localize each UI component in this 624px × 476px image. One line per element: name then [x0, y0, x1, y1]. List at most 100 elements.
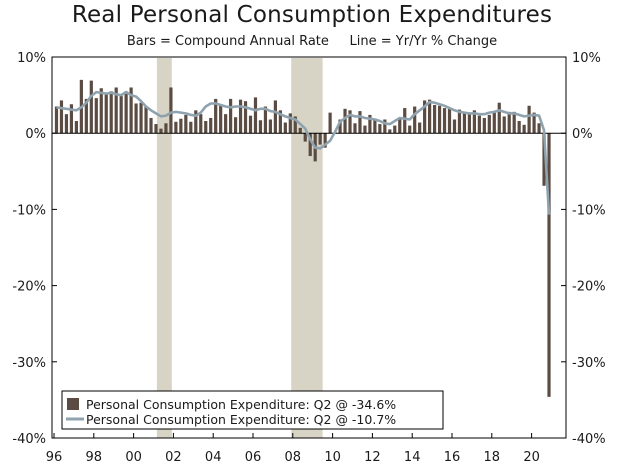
y-tick-label-left: 0%: [25, 127, 46, 142]
bar-q67: [383, 119, 387, 134]
bar-q32: [209, 117, 213, 134]
bar-q20: [149, 117, 153, 134]
bar-q3: [64, 114, 69, 134]
bar-q48: [288, 113, 292, 134]
bar-q5: [74, 121, 78, 134]
bar-q46: [278, 110, 282, 134]
bar-q50: [298, 127, 302, 134]
bar-q45: [273, 100, 277, 134]
bar-q52: [308, 133, 312, 157]
bar-q21: [154, 124, 158, 134]
x-tick-label: 14: [404, 450, 421, 465]
bar-q68: [388, 129, 392, 134]
bar-q36: [229, 98, 233, 134]
bar-q39: [243, 101, 248, 134]
bar-q44: [268, 119, 273, 134]
bar-q42: [258, 120, 263, 134]
bar-q41: [253, 97, 258, 134]
bar-q80: [447, 108, 452, 134]
bar-q22: [159, 128, 163, 134]
bar-q76: [428, 99, 432, 134]
bar-q71: [403, 108, 407, 134]
bar-q14: [119, 95, 123, 134]
recession-band-1: [156, 58, 172, 438]
y-tick-label-right: -40%: [572, 432, 606, 447]
bar-q15: [124, 91, 128, 134]
bar-q25: [174, 121, 178, 134]
bar-q63: [363, 125, 367, 134]
y-tick-label-right: 10%: [572, 51, 601, 66]
bar-q43: [263, 106, 268, 134]
bar-q62: [358, 111, 362, 134]
bar-q75: [423, 100, 427, 134]
bar-q81: [452, 119, 457, 134]
bar-q12: [109, 91, 113, 134]
y-tick-label-left: -40%: [12, 432, 46, 447]
y-tick-label-right: -30%: [572, 356, 606, 371]
bar-q69: [393, 125, 397, 134]
legend-label-line: Personal Consumption Expenditure: Q2 @ -…: [86, 412, 396, 427]
bar-q51: [303, 133, 307, 142]
bar-q55: [323, 133, 327, 148]
bar-q27: [184, 114, 188, 134]
bar-q90: [497, 102, 501, 134]
bar-q49: [293, 116, 297, 134]
bar-q30: [199, 114, 203, 134]
bar-q9: [94, 98, 98, 134]
bar-q1: [54, 106, 59, 134]
legend-label-bar: Personal Consumption Expenditure: Q2 @ -…: [86, 397, 396, 412]
bar-q94: [517, 121, 521, 134]
bar-q40: [248, 115, 253, 134]
bar-q99: [542, 133, 546, 186]
bar-q10: [99, 88, 103, 134]
bar-q31: [204, 121, 208, 134]
bar-q93: [512, 111, 516, 134]
bar-q87: [482, 117, 486, 134]
bar-q100: [547, 133, 551, 397]
x-tick-label: 10: [324, 450, 341, 465]
bar-q89: [492, 111, 496, 134]
plot-frame: [51, 56, 567, 439]
bar-q92: [507, 111, 511, 134]
bar-q38: [238, 99, 243, 134]
y-tick-label-right: 0%: [572, 127, 593, 142]
y-tick-label-right: -20%: [572, 280, 606, 295]
bar-q72: [408, 125, 412, 134]
y-tick-label-left: 10%: [17, 51, 46, 66]
bar-q70: [398, 117, 402, 134]
bar-q59: [343, 108, 347, 134]
bar-q86: [477, 115, 481, 134]
bar-q98: [537, 123, 541, 134]
bar-q47: [283, 122, 287, 134]
y-tick-label-left: -10%: [12, 203, 46, 218]
bar-q2: [59, 100, 64, 134]
bar-q54: [318, 133, 322, 145]
legend-box: [61, 390, 444, 430]
recession-band-2: [291, 58, 323, 438]
y-tick-label-right: -10%: [572, 203, 606, 218]
x-tick-label: 20: [523, 450, 540, 465]
x-tick-label: 98: [86, 450, 103, 465]
bar-q19: [144, 106, 148, 134]
bar-q91: [502, 116, 506, 134]
x-tick-label: 08: [285, 450, 302, 465]
bar-q24: [169, 87, 173, 134]
x-tick-label: 16: [444, 450, 461, 465]
bar-q82: [457, 109, 462, 134]
y-tick-label-left: -30%: [12, 356, 46, 371]
bar-q78: [437, 105, 442, 134]
bar-q96: [527, 105, 531, 134]
bar-q88: [487, 114, 491, 134]
bar-q34: [219, 104, 223, 134]
bar-q64: [368, 114, 372, 134]
bar-q7: [84, 98, 88, 134]
bar-q74: [418, 122, 422, 134]
bar-q18: [139, 102, 143, 134]
bar-q79: [442, 108, 447, 134]
bar-q8: [89, 80, 93, 134]
chart-title: Real Personal Consumption Expenditures: [71, 2, 553, 28]
y-tick-label-left: -20%: [12, 280, 46, 295]
chart-subtitle: Bars = Compound Annual Rate Line = Yr/Yr…: [126, 34, 498, 49]
